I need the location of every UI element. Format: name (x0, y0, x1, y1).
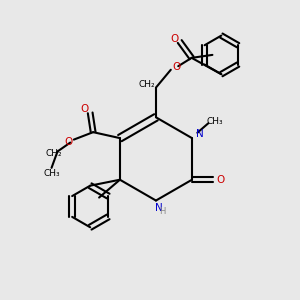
Text: O: O (216, 175, 224, 185)
Text: O: O (64, 137, 73, 147)
Text: O: O (170, 34, 178, 44)
Text: H: H (160, 207, 166, 216)
Text: N: N (196, 129, 203, 139)
Text: CH₃: CH₃ (43, 169, 60, 178)
Text: CH₂: CH₂ (139, 80, 155, 89)
Text: CH₂: CH₂ (46, 149, 62, 158)
Text: CH₃: CH₃ (207, 117, 223, 126)
Text: O: O (172, 62, 180, 72)
Text: N: N (155, 203, 163, 213)
Text: O: O (80, 104, 88, 114)
